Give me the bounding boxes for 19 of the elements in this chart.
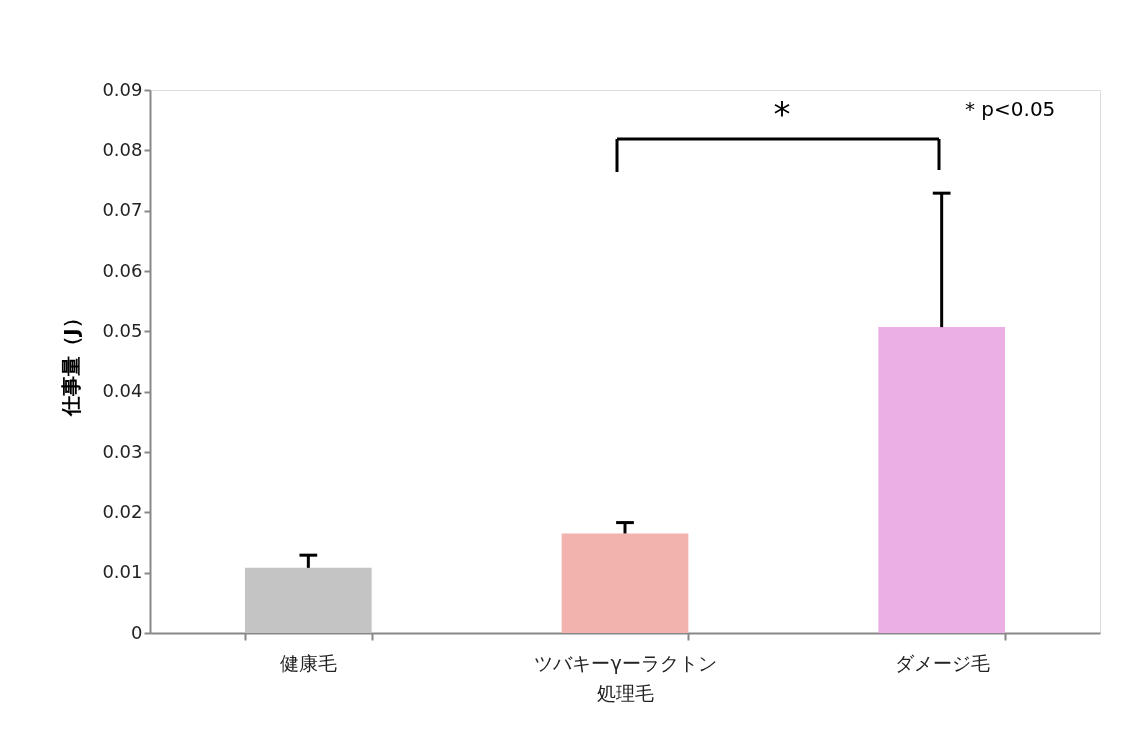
annotation: * xyxy=(773,94,791,134)
bar xyxy=(245,567,372,633)
y-tick-label: 0 xyxy=(131,621,143,643)
y-tick-label: 0.09 xyxy=(102,78,143,100)
y-axis-title: 仕事量（J） xyxy=(59,308,84,417)
y-tick-label: 0.07 xyxy=(102,199,143,221)
bar xyxy=(878,327,1005,633)
x-tick-label: 健康毛 xyxy=(280,651,338,674)
y-tick-label: 0.08 xyxy=(102,138,143,160)
y-tick-label: 0.06 xyxy=(102,259,143,281)
y-tick-label: 0.05 xyxy=(102,319,143,341)
y-tick-label: 0.04 xyxy=(102,380,143,402)
y-tick-label: 0.01 xyxy=(102,561,143,583)
x-tick-label: ツバキーγーラクトン処理毛 xyxy=(534,651,717,704)
y-tick-label: 0.03 xyxy=(102,440,143,462)
x-tick-label: ダメージ毛 xyxy=(894,651,990,674)
y-tick-label: 0.02 xyxy=(102,500,143,522)
bar xyxy=(561,533,689,633)
annotation: * p<0.05 xyxy=(965,97,1056,121)
